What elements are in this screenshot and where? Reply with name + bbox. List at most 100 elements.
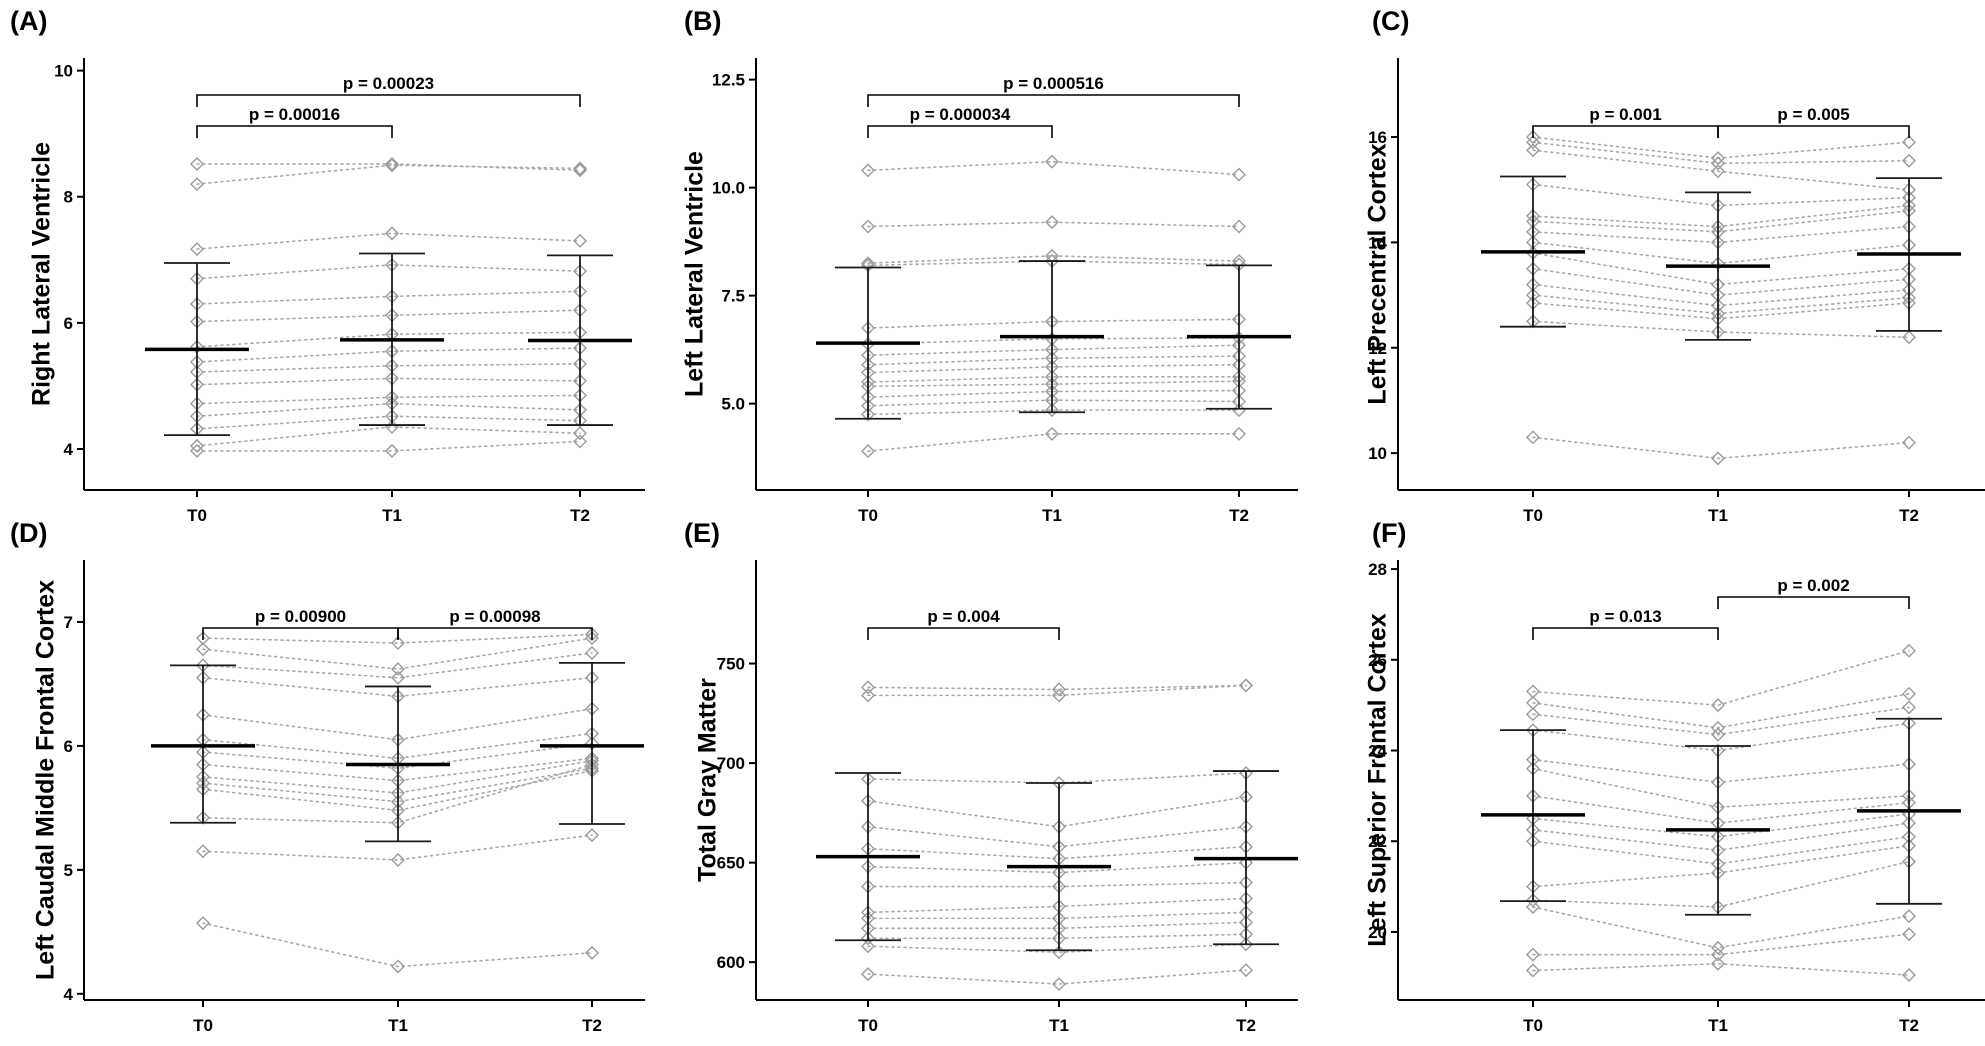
significance-bracket <box>867 627 1060 640</box>
data-point <box>861 407 875 422</box>
data-point <box>391 662 405 677</box>
data-point <box>1239 963 1253 978</box>
data-point <box>385 156 399 171</box>
data-point <box>1902 927 1916 942</box>
y-tick-label: 4 <box>64 440 74 459</box>
data-point <box>1902 435 1916 450</box>
data-point <box>391 636 405 651</box>
data-point <box>391 670 405 685</box>
subject-line <box>867 318 1240 329</box>
y-tick-label: 24 <box>1368 742 1387 761</box>
p-value-label: p = 0.005 <box>1777 105 1849 124</box>
x-tick-label: T0 <box>193 1016 213 1035</box>
x-tick-label: T1 <box>388 1016 408 1035</box>
y-tick-label: 4 <box>64 985 74 1004</box>
data-point <box>861 967 875 982</box>
x-tick-label: T1 <box>1708 1016 1728 1035</box>
data-point <box>196 642 210 657</box>
significance-bracket <box>867 94 1240 107</box>
subject-line <box>196 415 581 430</box>
y-axis-label: Right Lateral Ventricle <box>28 142 56 406</box>
data-point <box>190 177 204 192</box>
data-point <box>190 443 204 458</box>
p-value-label: p = 0.00023 <box>343 74 434 93</box>
data-point <box>1711 956 1725 971</box>
x-tick-label: T0 <box>858 506 878 525</box>
data-point <box>196 810 210 825</box>
data-point <box>1711 156 1725 171</box>
data-point <box>1711 164 1725 179</box>
subject-line <box>1532 252 1910 286</box>
data-point <box>573 161 587 176</box>
data-point <box>1711 947 1725 962</box>
y-axis-label: Left Superior Frontal Cortex <box>1364 613 1392 946</box>
subject-line <box>196 347 581 363</box>
y-tick-label: 12.5 <box>712 71 745 90</box>
significance-bracket <box>1717 596 1910 609</box>
subject-line <box>202 922 593 968</box>
subject-line <box>202 769 593 812</box>
panel-letter: (D) <box>10 518 47 548</box>
significance-bracket <box>397 627 593 640</box>
data-point <box>385 158 399 173</box>
subject-line <box>1532 835 1910 865</box>
y-tick-label: 5.0 <box>721 395 745 414</box>
data-point <box>1902 135 1916 150</box>
p-value-label: p = 0.013 <box>1589 607 1661 626</box>
chart-panel-b: (B) Left Lateral Ventricle 5.0 7.5 10.0 12.5 T… <box>681 6 1298 525</box>
p-value-label: p = 0.001 <box>1589 105 1661 124</box>
y-tick-label: 10 <box>1368 444 1387 463</box>
data-point <box>1052 682 1066 697</box>
data-point <box>385 443 399 458</box>
data-point <box>861 163 875 178</box>
data-point <box>1902 686 1916 701</box>
data-point <box>1902 643 1916 658</box>
data-point <box>190 438 204 453</box>
data-point <box>391 852 405 867</box>
data-point <box>190 242 204 257</box>
data-point <box>1526 430 1540 445</box>
y-tick-label: 22 <box>1368 832 1387 851</box>
panel-letter: (E) <box>684 518 720 548</box>
x-tick-label: T2 <box>1899 506 1919 525</box>
data-point <box>1902 153 1916 168</box>
subject-line <box>867 825 1247 848</box>
subject-line <box>867 399 1240 407</box>
subject-line <box>867 409 1240 416</box>
y-tick-label: 750 <box>717 655 745 674</box>
data-point <box>1232 167 1246 182</box>
subject-line <box>202 732 593 760</box>
p-value-label: p = 0.000516 <box>1003 74 1104 93</box>
y-tick-label: 10.0 <box>712 179 745 198</box>
subject-line <box>196 232 581 250</box>
data-point <box>1232 219 1246 234</box>
subject-line <box>196 331 581 348</box>
data-point <box>1711 151 1725 166</box>
data-point <box>573 233 587 248</box>
subject-line <box>867 337 1240 345</box>
x-tick-label: T1 <box>1042 506 1062 525</box>
subject-line <box>202 742 593 770</box>
subject-line <box>196 164 581 185</box>
subject-line <box>867 160 1240 176</box>
data-point <box>1526 130 1540 145</box>
subject-line <box>1532 860 1910 908</box>
subject-line <box>202 763 593 824</box>
data-point <box>1526 135 1540 150</box>
data-point <box>1526 947 1540 962</box>
data-point <box>1526 143 1540 158</box>
data-point <box>861 931 875 946</box>
y-tick-label: 6 <box>64 737 73 756</box>
subject-line <box>867 969 1247 985</box>
data-point <box>1711 720 1725 735</box>
panel-letter: (C) <box>1372 6 1409 36</box>
subject-line <box>867 344 1240 357</box>
data-point <box>1902 330 1916 345</box>
x-tick-label: T1 <box>382 506 402 525</box>
subject-line <box>196 163 581 172</box>
data-point <box>196 844 210 859</box>
subject-line <box>1532 767 1910 809</box>
data-point <box>1052 688 1066 703</box>
